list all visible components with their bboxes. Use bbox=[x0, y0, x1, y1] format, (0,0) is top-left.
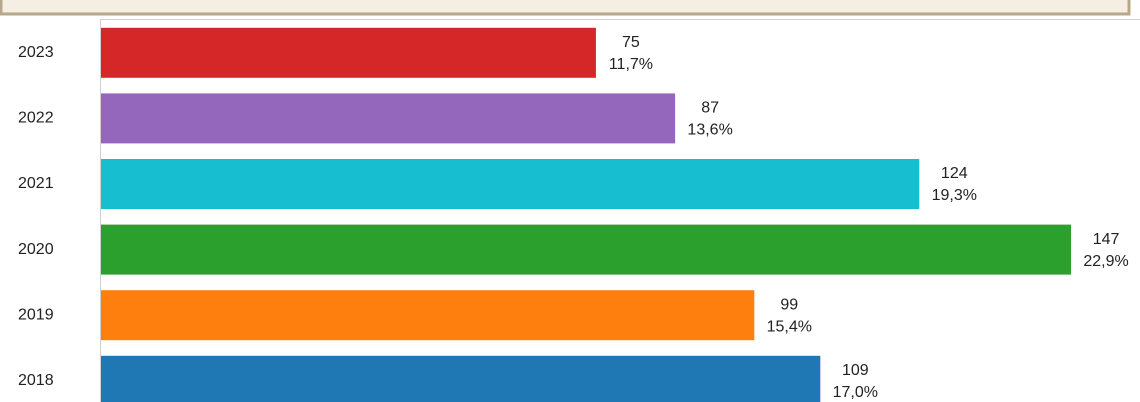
y-tick-label: 2023 bbox=[18, 44, 54, 61]
title-banner bbox=[0, 0, 1131, 16]
y-tick-label: 2018 bbox=[18, 372, 54, 389]
bar bbox=[101, 27, 596, 78]
bar bbox=[101, 93, 676, 144]
bar bbox=[101, 290, 755, 341]
y-tick-label: 2019 bbox=[18, 306, 54, 323]
share-label: 15,4% bbox=[767, 318, 812, 335]
y-tick-label: 2020 bbox=[18, 241, 54, 258]
y-tick-label: 2022 bbox=[18, 110, 54, 127]
bar bbox=[101, 355, 821, 402]
share-label: 13,6% bbox=[687, 122, 732, 139]
value-label: 147 bbox=[1093, 231, 1120, 248]
share-label: 22,9% bbox=[1083, 253, 1128, 270]
share-label: 19,3% bbox=[932, 187, 977, 204]
bar bbox=[101, 159, 920, 209]
bar bbox=[101, 224, 1072, 275]
value-label: 87 bbox=[701, 100, 719, 117]
y-tick-label: 2021 bbox=[18, 175, 54, 192]
share-label: 11,7% bbox=[609, 56, 653, 73]
value-label: 109 bbox=[842, 362, 869, 379]
value-label: 75 bbox=[622, 34, 640, 51]
value-label: 124 bbox=[941, 165, 968, 182]
share-label: 17,0% bbox=[833, 384, 878, 401]
value-label: 99 bbox=[780, 296, 798, 313]
